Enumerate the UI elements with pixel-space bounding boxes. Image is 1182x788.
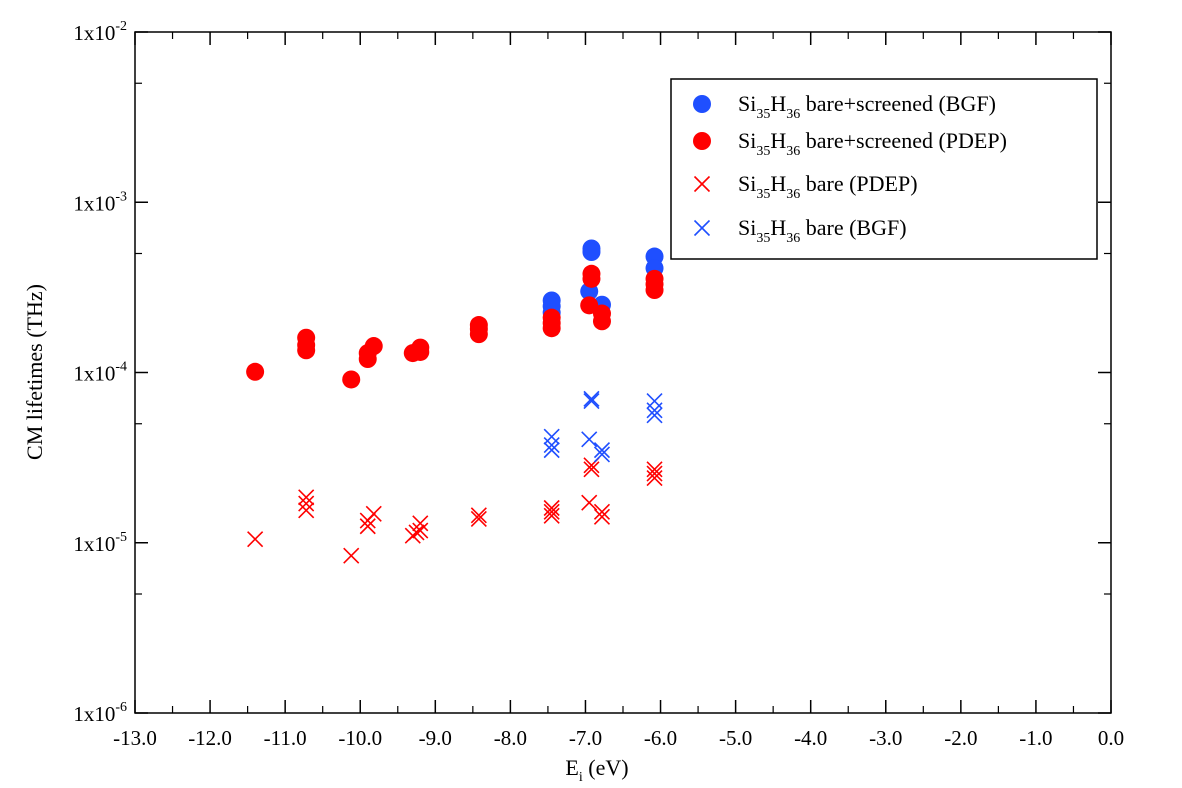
data-point xyxy=(582,269,601,288)
x-tick-label: -8.0 xyxy=(494,726,527,750)
legend: Si35H36 bare+screened (BGF) Si35H36 bare+… xyxy=(670,78,1098,260)
y-tick-label: 1x10-2 xyxy=(73,19,127,45)
x-tick-label: -7.0 xyxy=(569,726,602,750)
data-point xyxy=(580,296,599,315)
data-point xyxy=(581,494,598,511)
data-point xyxy=(593,503,611,520)
x-tick-label: -6.0 xyxy=(644,726,677,750)
data-point xyxy=(412,515,429,532)
x-tick-label: -12.0 xyxy=(188,726,232,750)
data-point xyxy=(543,499,560,517)
x-tick-label: -10.0 xyxy=(338,726,382,750)
legend-entry: Si35H36 bare+screened (PDEP) xyxy=(693,128,1007,159)
data-point xyxy=(365,505,382,522)
x-tick-label: -5.0 xyxy=(719,726,752,750)
data-point xyxy=(593,446,611,463)
data-point xyxy=(247,531,264,548)
data-point xyxy=(646,469,663,487)
legend-label: Si35H36 bare (PDEP) xyxy=(738,171,918,202)
y-tick-label: 1x10-4 xyxy=(73,360,127,386)
data-point xyxy=(646,402,663,419)
data-point xyxy=(543,503,560,520)
data-point xyxy=(583,390,600,407)
data-point xyxy=(583,392,600,410)
x-tick-label: -1.0 xyxy=(1019,726,1052,750)
data-point xyxy=(645,281,664,300)
data-point xyxy=(646,392,663,410)
legend-label: Si35H36 bare+screened (PDEP) xyxy=(738,128,1007,159)
x-tick-label: -9.0 xyxy=(419,726,452,750)
data-point xyxy=(646,465,663,482)
data-point xyxy=(470,510,487,528)
data-point xyxy=(246,362,265,381)
legend-box xyxy=(670,78,1098,260)
legend-entry: Si35H36 bare+screened (BGF) xyxy=(693,91,996,122)
series-3 xyxy=(543,390,663,463)
data-point xyxy=(582,243,601,262)
data-point xyxy=(342,370,361,389)
x-axis-title: Ei (eV) xyxy=(565,755,628,785)
series-2 xyxy=(247,457,663,564)
data-point xyxy=(298,502,315,519)
x-tick-label: -4.0 xyxy=(794,726,827,750)
data-point xyxy=(343,547,360,564)
legend-marker xyxy=(693,95,711,113)
data-point xyxy=(583,461,600,478)
data-point xyxy=(298,489,315,506)
data-point xyxy=(646,407,663,424)
data-point xyxy=(411,342,430,361)
data-point xyxy=(408,524,425,541)
data-point xyxy=(297,341,316,360)
x-tick-label: -11.0 xyxy=(264,726,307,750)
data-point xyxy=(470,507,487,524)
data-point xyxy=(543,507,560,524)
y-axis-title: CM lifetimes (THz) xyxy=(22,284,47,460)
y-tick-label: 1x10-6 xyxy=(73,700,127,726)
y-tick-label: 1x10-3 xyxy=(73,189,127,215)
data-point xyxy=(412,522,429,539)
legend-marker xyxy=(693,219,711,237)
data-point xyxy=(593,508,611,525)
data-point xyxy=(359,518,376,535)
data-point xyxy=(592,312,611,331)
legend-entry: Si35H36 bare (PDEP) xyxy=(693,171,918,202)
data-point xyxy=(543,436,560,454)
x-tick-label: -13.0 xyxy=(113,726,157,750)
data-point xyxy=(593,442,611,459)
x-tick-label: 0.0 xyxy=(1098,726,1124,750)
data-point xyxy=(469,325,488,344)
y-tick-label: 1x10-5 xyxy=(73,530,127,556)
data-point xyxy=(543,428,560,445)
legend-label: Si35H36 bare+screened (BGF) xyxy=(738,91,996,122)
legend-label: Si35H36 bare (BGF) xyxy=(738,215,907,246)
x-tick-label: -2.0 xyxy=(944,726,977,750)
data-point xyxy=(542,319,561,338)
legend-entry: Si35H36 bare (BGF) xyxy=(693,215,907,246)
data-point xyxy=(364,337,383,356)
legend-marker xyxy=(693,132,711,150)
data-point xyxy=(543,442,560,459)
x-tick-label: -3.0 xyxy=(869,726,902,750)
data-point xyxy=(646,461,663,478)
legend-marker xyxy=(693,175,711,193)
data-point xyxy=(581,431,598,448)
data-point xyxy=(298,495,315,512)
series-1 xyxy=(246,264,664,389)
